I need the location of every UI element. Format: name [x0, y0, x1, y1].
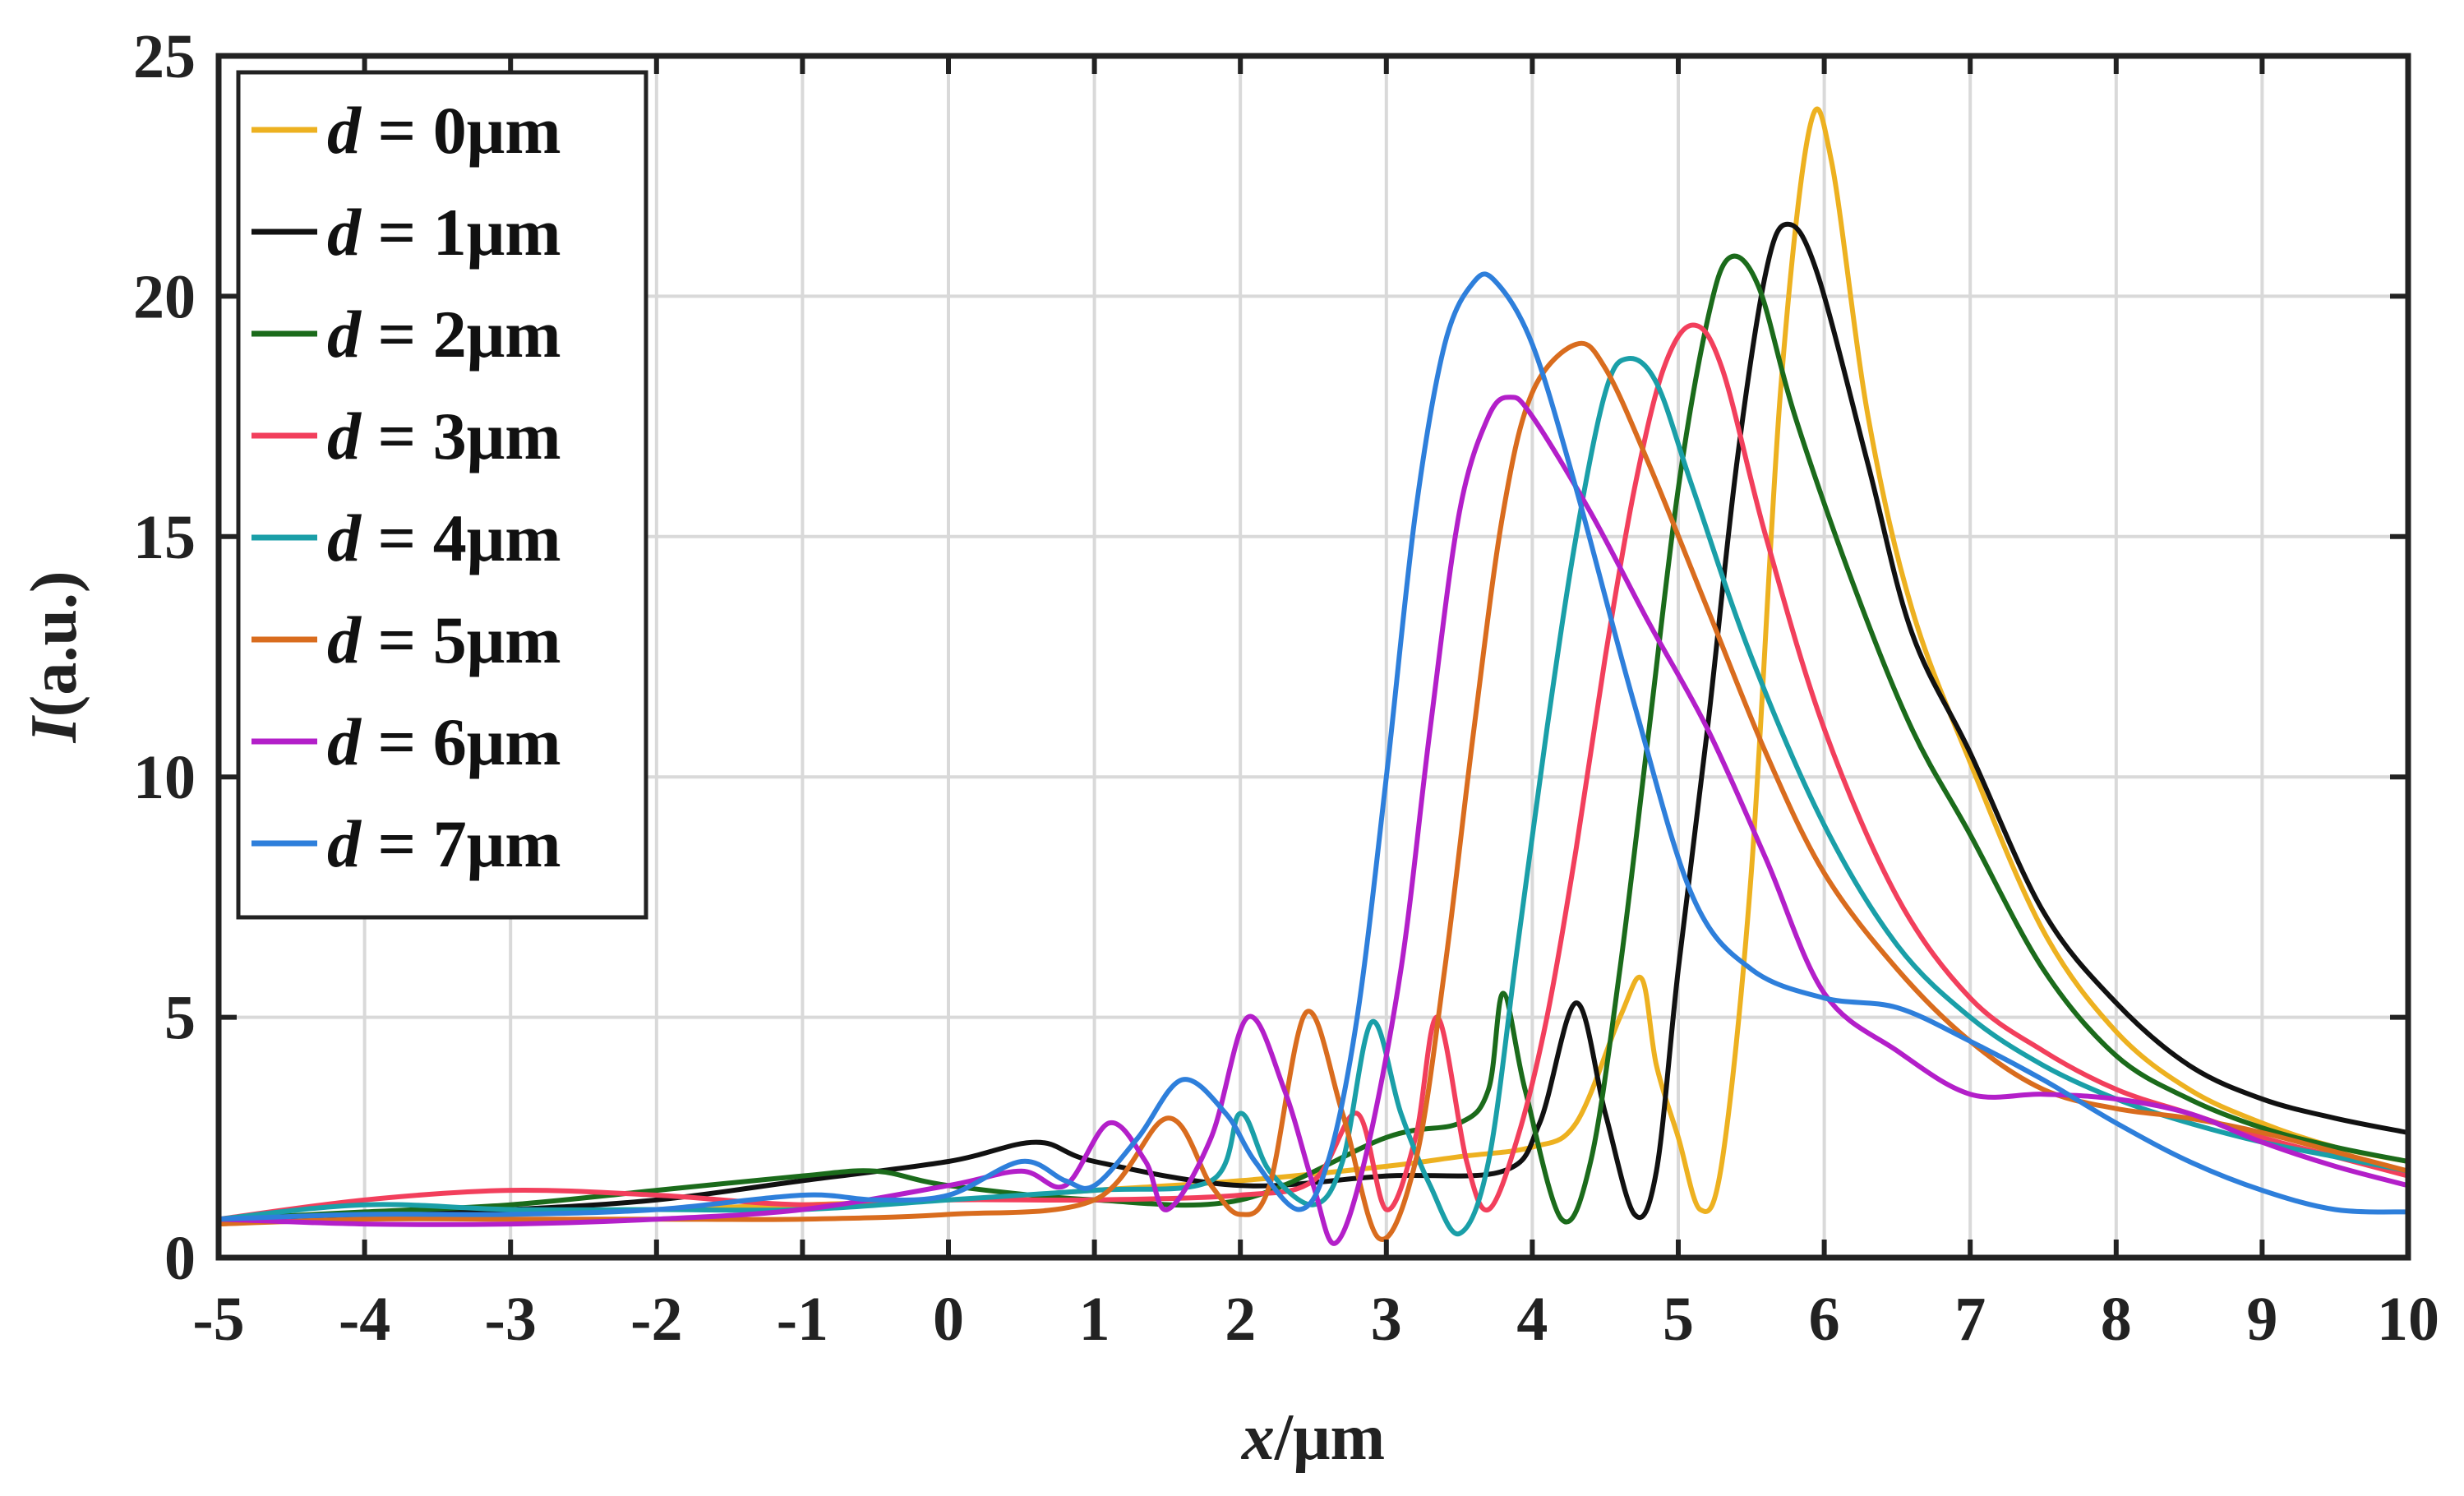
legend-label-value: = 0μm: [361, 93, 561, 168]
x-tick-label: 9: [2246, 1285, 2277, 1354]
legend-label-value: = 5μm: [361, 603, 561, 677]
legend-label-var: d: [327, 195, 362, 270]
y-axis-variable: I: [18, 714, 90, 743]
y-tick-label: 20: [133, 262, 196, 331]
x-axis-label: x/μm: [1241, 1401, 1385, 1474]
legend-label-d7: d = 7μm: [327, 806, 561, 881]
x-tick-label: 1: [1079, 1285, 1110, 1354]
series-line-d4: [216, 356, 2411, 1236]
x-tick-label: 0: [933, 1285, 964, 1354]
x-tick-label: 3: [1371, 1285, 1402, 1354]
x-tick-label: 4: [1516, 1285, 1548, 1354]
series-line-d1: [216, 221, 2411, 1222]
plot-frame: [215, 53, 2411, 1261]
x-tick-label: -3: [485, 1285, 537, 1354]
legend-label-var: d: [327, 704, 362, 779]
x-tick-label: 8: [2101, 1285, 2132, 1354]
x-axis-unit: /μm: [1274, 1401, 1385, 1474]
y-axis-label: I(a.u.): [18, 571, 90, 744]
legend-label-value: = 2μm: [361, 297, 561, 372]
x-tick-label: -2: [630, 1285, 682, 1354]
legend-label-d4: d = 4μm: [327, 501, 561, 575]
y-axis-unit: (a.u.): [18, 571, 90, 718]
axis-ticks: -5 -4 -3 -2 -1 0 1 2 3 4 5 6 7 8 9 10 0 5 10 15 20 25: [133, 22, 2439, 1354]
legend-label-value: = 4μm: [361, 501, 561, 575]
series-line-d7: [216, 271, 2411, 1222]
legend-label-var: d: [327, 501, 362, 575]
legend-label-d0: d = 0μm: [327, 93, 561, 168]
legend-label-value: = 7μm: [361, 806, 561, 881]
x-tick-label: 2: [1225, 1285, 1256, 1354]
x-axis-variable: x: [1241, 1401, 1275, 1474]
series-line-d2: [216, 253, 2411, 1225]
y-tick-label: 0: [164, 1224, 196, 1293]
y-tick-label: 15: [133, 503, 196, 572]
legend-label-var: d: [327, 399, 362, 473]
x-tick-label: 7: [1954, 1285, 1986, 1354]
legend-label-var: d: [327, 93, 362, 168]
y-tick-label: 5: [164, 984, 196, 1053]
x-tick-label: -1: [777, 1285, 828, 1354]
legend-label-d6: d = 6μm: [327, 704, 561, 779]
legend-label-d1: d = 1μm: [327, 195, 561, 270]
legend-label-d2: d = 2μm: [327, 297, 561, 372]
x-tick-label: 6: [1809, 1285, 1840, 1354]
legend-label-value: = 3μm: [361, 399, 561, 473]
x-tick-label: -4: [339, 1285, 390, 1354]
x-tick-label: 10: [2377, 1285, 2439, 1354]
y-tick-label: 10: [133, 743, 196, 812]
legend-label-d5: d = 5μm: [327, 603, 561, 677]
series-layer: [216, 106, 2411, 1246]
y-tick-label: 25: [133, 22, 196, 91]
legend-label-var: d: [327, 806, 362, 881]
legend-box: [236, 70, 648, 920]
series-line-d6: [216, 395, 2411, 1246]
legend-label-value: = 6μm: [361, 704, 561, 779]
legend-label-var: d: [327, 297, 362, 372]
legend-label-value: = 1μm: [361, 195, 561, 270]
x-tick-label: -5: [192, 1285, 244, 1354]
legend-label-d3: d = 3μm: [327, 399, 561, 473]
series-line-d5: [216, 340, 2411, 1242]
legend-label-var: d: [327, 603, 362, 677]
x-tick-label: 5: [1663, 1285, 1694, 1354]
